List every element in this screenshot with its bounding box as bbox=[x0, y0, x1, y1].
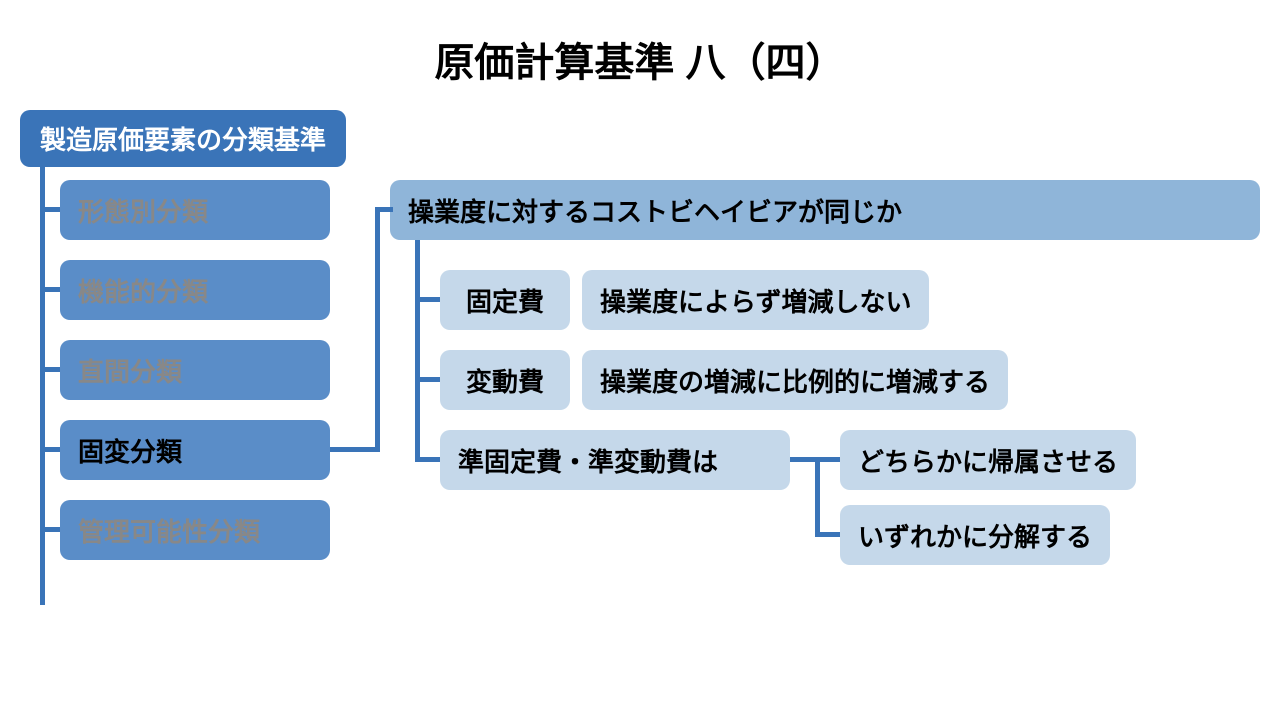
left-item-1: 機能的分類 bbox=[60, 260, 330, 320]
connector-sub-h-2 bbox=[415, 457, 440, 462]
sub-label-1: 変動費 bbox=[440, 350, 570, 410]
left-item-2: 直間分類 bbox=[60, 340, 330, 400]
semi-option-0: どちらかに帰属させる bbox=[840, 430, 1136, 490]
connector-sub-h-1 bbox=[415, 377, 440, 382]
connector-semi-v bbox=[815, 457, 820, 537]
connector-left-vertical bbox=[40, 155, 45, 605]
connector-left-stub-2 bbox=[40, 367, 60, 372]
connector-opt-h-0 bbox=[815, 457, 840, 462]
sub-label-0: 固定費 bbox=[440, 270, 570, 330]
sub-desc-0: 操業度によらず増減しない bbox=[582, 270, 929, 330]
semi-label: 準固定費・準変動費は bbox=[440, 430, 790, 490]
connector-active-h bbox=[330, 447, 375, 452]
header-box: 製造原価要素の分類基準 bbox=[20, 110, 346, 167]
connector-sub-h-0 bbox=[415, 297, 440, 302]
connector-left-stub-3 bbox=[40, 447, 60, 452]
sub-desc-1: 操業度の増減に比例的に増減する bbox=[582, 350, 1008, 410]
left-item-4: 管理可能性分類 bbox=[60, 500, 330, 560]
connector-active-v bbox=[375, 210, 380, 452]
connector-opt-h-1 bbox=[815, 532, 840, 537]
left-item-0: 形態別分類 bbox=[60, 180, 330, 240]
connector-left-stub-4 bbox=[40, 527, 60, 532]
right-header: 操業度に対するコストビヘイビアが同じか bbox=[390, 180, 1260, 240]
left-item-3: 固変分類 bbox=[60, 420, 330, 480]
connector-semi-h bbox=[790, 457, 815, 462]
semi-option-1: いずれかに分解する bbox=[840, 505, 1110, 565]
connector-right-vertical bbox=[415, 240, 420, 460]
connector-left-stub-0 bbox=[40, 207, 60, 212]
slide-title: 原価計算基準 八（四） bbox=[0, 0, 1280, 88]
connector-active-top bbox=[375, 207, 393, 212]
connector-left-stub-1 bbox=[40, 287, 60, 292]
